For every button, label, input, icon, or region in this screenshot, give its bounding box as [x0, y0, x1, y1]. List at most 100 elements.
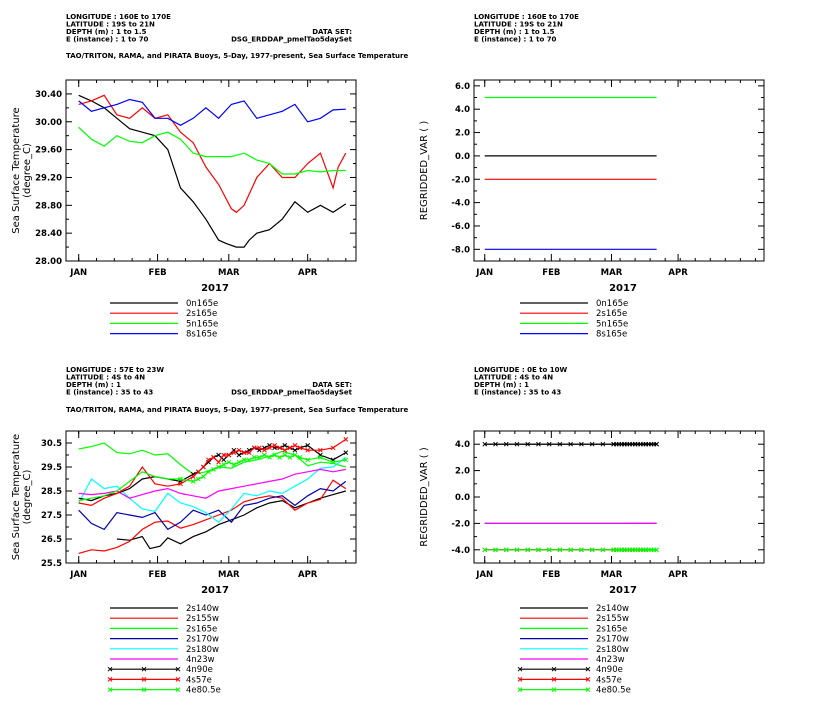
series-marker-4e80.5e [546, 547, 552, 553]
x-axis-label: 2017 [201, 585, 229, 596]
series-marker-4e80.5e [226, 459, 232, 465]
series-marker-4n90e [546, 441, 552, 447]
series-marker-4e80.5e [318, 455, 323, 460]
series-marker-4e80.5e [557, 547, 563, 553]
header-line: E (instance) : 35 to 43 [66, 389, 153, 397]
series-marker-4e80.5e [216, 464, 221, 470]
series-marker-4s57e [267, 445, 272, 451]
x-tick-label: JAN [69, 268, 87, 278]
legend-label-2s155w: 2s155w [596, 614, 629, 624]
x-tick-label: JAN [475, 570, 493, 580]
series-line-2s140w [116, 490, 346, 550]
y-axis-label: REGRIDDED_VAR ( ) [419, 447, 430, 547]
series-marker-4e80.5e [514, 547, 520, 553]
legend-label-5n165e: 5n165e [186, 319, 218, 329]
series-marker-4s57e [216, 459, 221, 465]
series-marker-4s57e [343, 437, 349, 442]
x-tick-label: APR [298, 570, 318, 580]
header-line: E (instance) : 1 to 70 [474, 36, 557, 44]
legend-marker [107, 677, 113, 682]
legend-label-2s165e: 2s165e [596, 624, 627, 634]
legend-label-4n23w: 4n23w [596, 655, 625, 665]
plot-frame [65, 430, 357, 564]
series-marker-4s57e [190, 474, 196, 479]
series-marker-4n90e [236, 452, 242, 458]
y-tick-label: -4.0 [451, 199, 470, 209]
legend-label-4n90e: 4n90e [596, 665, 623, 675]
series-marker-4n90e [536, 441, 541, 447]
series-marker-4e80.5e [267, 455, 272, 460]
series-marker-4e80.5e [493, 547, 498, 553]
series-marker-4e80.5e [262, 452, 267, 458]
y-tick-label: 29.20 [35, 173, 62, 183]
y-tick-label: 4.0 [455, 105, 470, 115]
legend-label-4e80.5e: 4e80.5e [186, 686, 221, 696]
plot-frame [473, 430, 765, 564]
legend-label-8s165e: 8s165e [596, 330, 627, 340]
legend-marker [141, 687, 147, 692]
series-marker-4e80.5e [241, 457, 247, 463]
header-line: LATITUDE : 4S to 4N [66, 374, 145, 382]
series-marker-4e80.5e [600, 547, 606, 553]
series-marker-4s57e [251, 445, 257, 451]
x-tick-label: MAR [218, 570, 240, 580]
x-axis-label: 2017 [609, 585, 637, 596]
series-marker-4n90e [568, 441, 574, 447]
y-axis-label: REGRIDDED_VAR ( ) [419, 121, 430, 221]
series-marker-4s57e [282, 447, 288, 453]
series-marker-4e80.5e [211, 467, 216, 472]
header-line: DEPTH (m) : 1 [474, 381, 529, 389]
legend-marker [107, 666, 113, 672]
series-marker-4e80.5e [221, 462, 227, 467]
series-marker-4e80.5e [236, 459, 242, 465]
legend-marker [141, 677, 147, 682]
y-axis-unit: (degree_C) [22, 143, 33, 198]
legend-label-2s165e: 2s165e [186, 309, 217, 319]
series-marker-4s57e [195, 469, 201, 475]
series-marker-4s57e [201, 464, 206, 470]
series-marker-4s57e [292, 443, 298, 448]
series-marker-4n90e [221, 457, 227, 463]
x-tick-label: FEB [542, 268, 560, 278]
series-marker-4s57e [206, 457, 211, 463]
legend-label-4s57e: 4s57e [186, 675, 212, 685]
series-marker-4e80.5e [297, 455, 303, 460]
y-tick-label: 30.00 [35, 118, 62, 128]
legend-label-4s57e: 4s57e [596, 675, 622, 685]
x-tick-label: MAR [601, 268, 623, 278]
series-marker-4n90e [282, 443, 288, 448]
series-marker-4e80.5e [330, 459, 336, 465]
series-marker-4e80.5e [287, 455, 293, 460]
y-tick-label: 30.5 [41, 439, 62, 449]
series-group [484, 96, 657, 250]
series-marker-4n90e [525, 441, 531, 447]
series-marker-4s57e [211, 455, 216, 460]
series-marker-4e80.5e [305, 457, 311, 463]
plot-frame [473, 79, 765, 262]
header-line: E (instance) : 35 to 43 [474, 389, 561, 397]
legend-marker [175, 666, 181, 672]
header-line: LATITUDE : 19S to 21N [66, 21, 155, 29]
legend-label-2s170w: 2s170w [596, 635, 629, 645]
series-marker-4n90e [654, 441, 659, 447]
y-tick-label: 29.60 [35, 146, 62, 156]
legend-label-4e80.5e: 4e80.5e [596, 686, 631, 696]
header-line: LONGITUDE : 0E to 10W [474, 366, 568, 374]
y-tick-label: 2.0 [455, 129, 470, 139]
series-line-2s180w [78, 456, 347, 523]
series-marker-4e80.5e [503, 547, 509, 553]
chart-title: TAO/TRITON, RAMA, and PIRATA Buoys, 5-Da… [66, 406, 408, 414]
x-tick-label: APR [668, 570, 688, 580]
series-marker-4n90e [503, 441, 509, 447]
dataset-name: DSG_ERDDAP_pmelTao5daySet [231, 36, 353, 44]
series-marker-4s57e [178, 481, 183, 487]
series-marker-4s57e [262, 447, 267, 453]
header-line: LONGITUDE : 57E to 23W [66, 366, 164, 374]
header-line: DEPTH (m) : 1 [66, 381, 121, 389]
y-tick-label: 28.00 [35, 257, 62, 267]
y-axis-unit: (degree_C) [22, 469, 33, 524]
y-tick-label: 2.0 [455, 467, 470, 477]
legend-marker [551, 666, 557, 672]
